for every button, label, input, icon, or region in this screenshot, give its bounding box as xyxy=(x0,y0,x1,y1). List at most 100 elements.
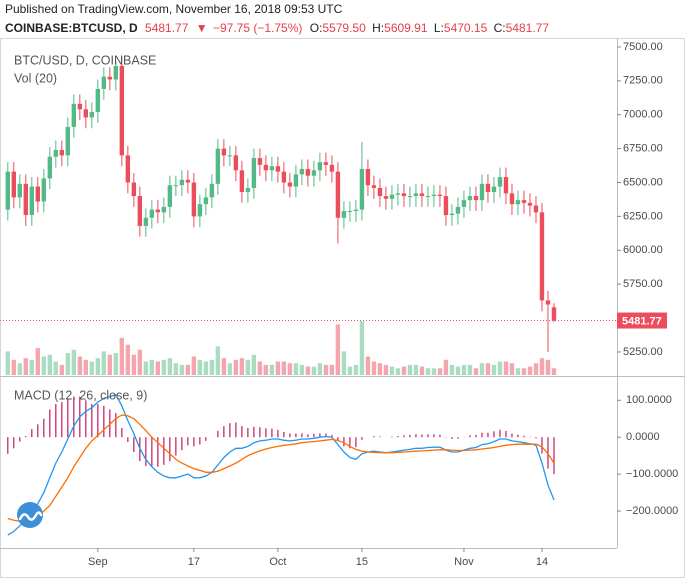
volume-bar xyxy=(419,366,425,375)
candle-body xyxy=(485,183,491,192)
chart-title: BTC/USD, D, COINBASE xyxy=(14,53,156,67)
volume-bar xyxy=(167,358,173,375)
y-tick-label: −200.0000 xyxy=(626,505,678,517)
candle-body xyxy=(263,164,269,171)
candle-body xyxy=(293,174,299,187)
volume-bar xyxy=(143,361,149,375)
candle-body xyxy=(23,183,29,216)
candle-body xyxy=(515,200,521,205)
candle-body xyxy=(479,183,485,201)
x-tick-label: Sep xyxy=(88,556,108,568)
candle-body xyxy=(449,213,455,216)
candle-body xyxy=(125,155,131,183)
candle-body xyxy=(89,112,95,118)
volume-bar xyxy=(5,351,11,375)
axes-layer: Sep 17 Oct 15 Nov 14 7500.00 7250.00 7000.00 6750… xyxy=(88,41,678,568)
volume-bar xyxy=(449,364,455,375)
candle-body xyxy=(425,196,431,198)
volume-bar xyxy=(377,363,383,375)
candle-body xyxy=(251,158,257,188)
y-tick-label: 7500.00 xyxy=(623,41,663,53)
volume-bar xyxy=(365,356,371,375)
candle-body xyxy=(221,148,227,156)
candle-body xyxy=(509,193,515,205)
candle-body xyxy=(41,178,47,202)
volume-bar xyxy=(545,359,551,375)
candle-body xyxy=(83,109,89,118)
volume-bar xyxy=(203,361,209,375)
volume-bar xyxy=(407,364,413,375)
volume-bar xyxy=(335,324,341,375)
last-price-label: 5481.77 xyxy=(622,315,662,327)
candle-body xyxy=(503,177,509,194)
volume-bar xyxy=(383,364,389,375)
volume-bar xyxy=(455,366,461,375)
volume-bar xyxy=(53,361,59,375)
candle-body xyxy=(401,193,407,197)
candle-body xyxy=(317,162,323,171)
ohlc-label: H: xyxy=(372,21,384,35)
volume-bar xyxy=(227,363,233,375)
y-tick-label: 7250.00 xyxy=(623,75,663,87)
candle-body xyxy=(473,196,479,201)
candle-body xyxy=(215,148,221,184)
volume-bar xyxy=(101,351,107,375)
volume-bar xyxy=(65,353,71,375)
candle-body xyxy=(305,168,311,176)
volume-bar xyxy=(191,356,197,375)
volume-bar xyxy=(275,361,281,375)
ohlc-value: 5481.77 xyxy=(506,21,550,35)
volume-bar xyxy=(11,359,17,375)
candle-body xyxy=(407,196,413,198)
candle-body xyxy=(149,209,155,218)
ohlc-label: O: xyxy=(310,21,323,35)
y-tick-label: 5750.00 xyxy=(623,278,663,290)
volume-bar xyxy=(125,344,131,375)
candle-body xyxy=(137,196,143,226)
candle-body xyxy=(395,193,401,195)
candle-body xyxy=(29,186,35,216)
volume-bar xyxy=(329,364,335,375)
y-tick-label: −100.0000 xyxy=(626,468,678,480)
volume-bar xyxy=(527,366,533,375)
candle-body xyxy=(377,187,383,197)
volume-bar xyxy=(269,364,275,375)
volume-bar xyxy=(95,358,101,375)
candle-body xyxy=(551,307,557,321)
ohlc-value: 5609.91 xyxy=(384,21,428,35)
candle-body xyxy=(77,103,83,110)
candle-body xyxy=(431,194,437,197)
volume-title: Vol (20) xyxy=(14,71,57,85)
candle-body xyxy=(455,206,461,214)
candle-body xyxy=(347,210,353,212)
frame xyxy=(0,38,685,578)
volume-bar xyxy=(491,364,497,375)
volume-bar xyxy=(83,359,89,375)
candle-body xyxy=(461,200,467,207)
candle-body xyxy=(95,88,101,113)
volume-bar xyxy=(17,363,23,375)
volume-layer xyxy=(5,321,557,375)
volume-bar xyxy=(59,364,65,375)
volume-bar xyxy=(293,363,299,375)
ohlc-label: L: xyxy=(434,21,444,35)
candle-body xyxy=(197,204,203,217)
candle-body xyxy=(335,171,341,218)
volume-bar xyxy=(89,361,95,375)
volume-bar xyxy=(257,361,263,375)
y-tick-label: 6000.00 xyxy=(623,244,663,256)
volume-bar xyxy=(395,368,401,375)
candle-body xyxy=(521,200,527,203)
volume-bar xyxy=(233,359,239,375)
y-tick-label: 6250.00 xyxy=(623,210,663,222)
candle-body xyxy=(59,149,65,156)
volume-bar xyxy=(29,359,35,375)
change: −97.75 (−1.75%) xyxy=(213,21,302,35)
volume-bar xyxy=(317,363,323,375)
volume-bar xyxy=(437,368,443,375)
change-arrow: ▼ xyxy=(196,21,208,35)
candle-body xyxy=(209,183,215,198)
volume-bar xyxy=(161,359,167,375)
volume-bar xyxy=(299,364,305,375)
volume-bar xyxy=(119,337,125,375)
